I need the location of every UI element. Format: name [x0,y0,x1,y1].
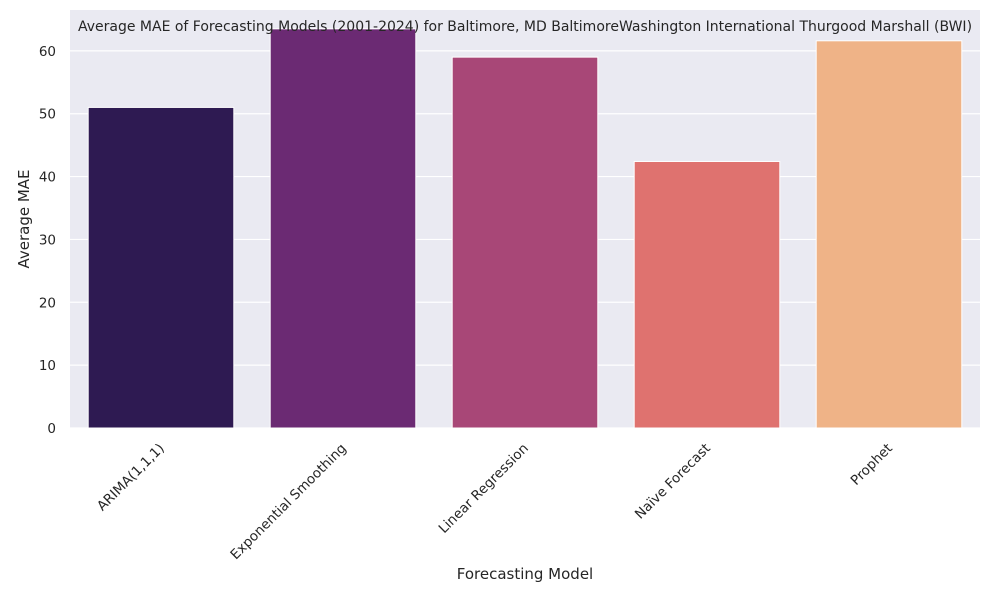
bars [87,28,963,429]
y-tick-label: 40 [39,170,56,186]
bar [269,28,417,429]
x-tick-label: Naïve Forecast [632,441,714,523]
x-tick-labels: ARIMA(1,1,1) Exponential Smoothing Linear … [94,441,896,563]
bar [815,40,963,429]
y-tick-label: 10 [39,358,56,374]
y-tick-label: 0 [47,421,56,437]
bar [451,56,599,429]
x-tick-label: Linear Regression [436,441,532,537]
chart-title: Average MAE of Forecasting Models (2001-… [78,19,972,35]
x-axis-label: Forecasting Model [457,565,593,583]
x-tick-label: Prophet [848,441,896,489]
bar [87,106,235,429]
y-tick-label: 50 [39,107,56,123]
y-tick-label: 20 [39,295,56,311]
x-tick-label: Exponential Smoothing [227,441,349,563]
x-tick-label: ARIMA(1,1,1) [94,441,168,515]
y-tick-labels: 0 10 20 30 40 50 60 [39,44,56,437]
bar [633,160,781,429]
y-tick-label: 30 [39,232,56,248]
y-tick-label: 60 [39,44,56,60]
y-axis-label: Average MAE [15,169,33,268]
